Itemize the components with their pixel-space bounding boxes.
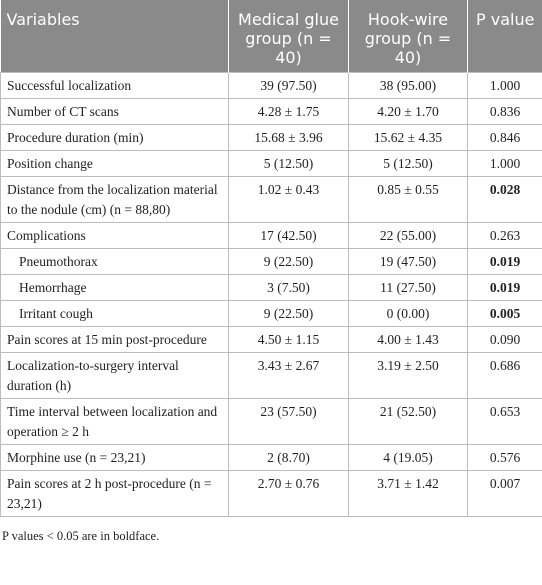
value-cell: 9 (22.50)	[228, 248, 349, 275]
value-cell: 1.000	[467, 72, 542, 99]
value-cell: 4 (19.05)	[348, 444, 468, 471]
value-cell: 0.007	[467, 470, 542, 517]
table-row: Distance from the localization material …	[0, 176, 542, 223]
table-row: Complications 17 (42.50) 22 (55.00) 0.263	[0, 222, 542, 249]
value-cell: 0.028	[467, 176, 542, 223]
value-cell: 0.576	[467, 444, 542, 471]
value-cell: 3.43 ± 2.67	[228, 352, 349, 399]
table-row: Morphine use (n = 23,21) 2 (8.70) 4 (19.05…	[0, 444, 542, 471]
variable-cell: Procedure duration (min)	[0, 124, 229, 151]
header-cell: Medical glue group (n = 40)	[228, 0, 349, 73]
value-cell: 39 (97.50)	[228, 72, 349, 99]
value-cell: 4.00 ± 1.43	[348, 326, 468, 353]
variable-cell: Pneumothorax	[0, 248, 229, 275]
value-cell: 2 (8.70)	[228, 444, 349, 471]
table-row: Procedure duration (min) 15.68 ± 3.96 15.6…	[0, 124, 542, 151]
value-cell: 4.28 ± 1.75	[228, 98, 349, 125]
value-cell: 15.62 ± 4.35	[348, 124, 468, 151]
header-cell: P value	[467, 0, 542, 73]
value-cell: 0.85 ± 0.55	[348, 176, 468, 223]
value-cell: 0.090	[467, 326, 542, 353]
table-row: Hemorrhage 3 (7.50) 11 (27.50) 0.019	[0, 274, 542, 301]
table-row: Successful localization 39 (97.50) 38 (95.…	[0, 72, 542, 99]
value-cell: 0.653	[467, 398, 542, 445]
value-cell: 0 (0.00)	[348, 300, 468, 327]
value-cell: 23 (57.50)	[228, 398, 349, 445]
header-row: Variables Medical glue group (n = 40) Hook…	[0, 0, 542, 73]
header-cell: Variables	[0, 0, 229, 73]
table-row: Number of CT scans 4.28 ± 1.75 4.20 ± 1.70…	[0, 98, 542, 125]
variable-cell: Localization-to-surgery interval duratio…	[0, 352, 229, 399]
value-cell: 38 (95.00)	[348, 72, 468, 99]
variable-cell: Pain scores at 2 h post-procedure (n = 2…	[0, 470, 229, 517]
value-cell: 4.50 ± 1.15	[228, 326, 349, 353]
value-cell: 5 (12.50)	[228, 150, 349, 177]
table-row: Pain scores at 2 h post-procedure (n = 2…	[0, 470, 542, 517]
value-cell: 3.71 ± 1.42	[348, 470, 468, 517]
value-cell: 5 (12.50)	[348, 150, 468, 177]
table-row: Pneumothorax 9 (22.50) 19 (47.50) 0.019	[0, 248, 542, 275]
value-cell: 0.263	[467, 222, 542, 249]
value-cell: 1.000	[467, 150, 542, 177]
value-cell: 4.20 ± 1.70	[348, 98, 468, 125]
footnote: P values < 0.05 are in boldface.	[2, 529, 160, 543]
value-cell: 0.019	[467, 248, 542, 275]
value-cell: 0.836	[467, 98, 542, 125]
value-cell: 0.846	[467, 124, 542, 151]
data-table: Variables Medical glue group (n = 40) Hook…	[0, 0, 542, 517]
table-row: Pain scores at 15 min post-procedure 4.50…	[0, 326, 542, 353]
variable-cell: Number of CT scans	[0, 98, 229, 125]
header-cell: Hook-wire group (n = 40)	[348, 0, 468, 73]
value-cell: 11 (27.50)	[348, 274, 468, 301]
variable-cell: Time interval between localization and o…	[0, 398, 229, 445]
variable-cell: Morphine use (n = 23,21)	[0, 444, 229, 471]
variable-cell: Distance from the localization material …	[0, 176, 229, 223]
variable-cell: Successful localization	[0, 72, 229, 99]
table-row: Position change 5 (12.50) 5 (12.50) 1.000	[0, 150, 542, 177]
value-cell: 1.02 ± 0.43	[228, 176, 349, 223]
table-row: Localization-to-surgery interval duratio…	[0, 352, 542, 399]
value-cell: 21 (52.50)	[348, 398, 468, 445]
variable-cell: Complications	[0, 222, 229, 249]
value-cell: 17 (42.50)	[228, 222, 349, 249]
value-cell: 3 (7.50)	[228, 274, 349, 301]
variable-cell: Irritant cough	[0, 300, 229, 327]
value-cell: 19 (47.50)	[348, 248, 468, 275]
table-row: Irritant cough 9 (22.50) 0 (0.00) 0.005	[0, 300, 542, 327]
table-row: Time interval between localization and o…	[0, 398, 542, 445]
value-cell: 3.19 ± 2.50	[348, 352, 468, 399]
value-cell: 0.019	[467, 274, 542, 301]
value-cell: 0.005	[467, 300, 542, 327]
value-cell: 15.68 ± 3.96	[228, 124, 349, 151]
value-cell: 0.686	[467, 352, 542, 399]
table-body: Successful localization 39 (97.50) 38 (95.…	[0, 72, 542, 517]
value-cell: 9 (22.50)	[228, 300, 349, 327]
value-cell: 22 (55.00)	[348, 222, 468, 249]
value-cell: 2.70 ± 0.76	[228, 470, 349, 517]
variable-cell: Hemorrhage	[0, 274, 229, 301]
variable-cell: Pain scores at 15 min post-procedure	[0, 326, 229, 353]
variable-cell: Position change	[0, 150, 229, 177]
